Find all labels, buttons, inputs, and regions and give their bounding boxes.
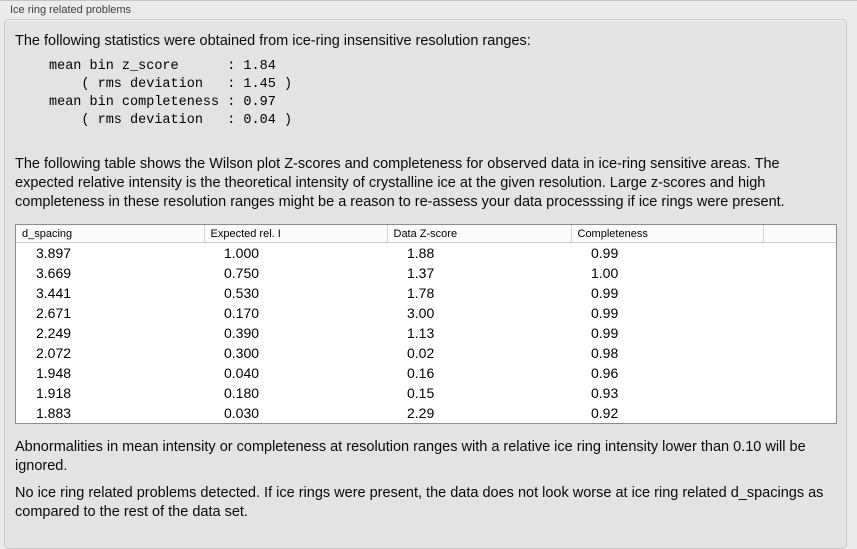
table-cell: 0.030 xyxy=(224,405,260,421)
table-cell: 1.918 xyxy=(36,385,72,401)
panel-title: Ice ring related problems xyxy=(10,4,132,16)
table-cell: 1.883 xyxy=(36,405,72,421)
table-cell: 2.249 xyxy=(36,325,72,341)
table-body: 3.897 1.000 1.88 0.99 3.669 0.750 1.37 1.00 3.44… xyxy=(16,243,836,424)
table-cell: 3.669 xyxy=(36,265,72,281)
column-header-completeness[interactable]: Completeness xyxy=(570,225,763,243)
table-cell: 0.390 xyxy=(224,325,260,341)
conclusion-text: No ice ring related problems detected. I… xyxy=(15,485,824,520)
column-header-empty xyxy=(762,225,836,243)
table-cell: 1.000 xyxy=(224,245,260,261)
table-cell-empty xyxy=(763,403,836,423)
table-cell-empty xyxy=(763,383,836,403)
table-cell: 2.072 xyxy=(36,345,72,361)
table-cell: 0.16 xyxy=(407,365,435,381)
table-cell: 0.99 xyxy=(591,245,619,261)
table-cell: 0.040 xyxy=(224,365,260,381)
table-cell-empty xyxy=(763,283,836,303)
ice-ring-table: d_spacing Expected rel. I Data Z-score C… xyxy=(15,224,837,424)
column-header-data-z-score[interactable]: Data Z-score xyxy=(386,225,571,243)
description-text: The following table shows the Wilson plo… xyxy=(15,156,785,210)
table-cell: 3.897 xyxy=(36,245,72,261)
table-cell: 1.88 xyxy=(407,245,435,261)
intro-text: The following statistics were obtained f… xyxy=(15,33,531,49)
table-cell: 1.00 xyxy=(591,265,619,281)
table-cell: 1.78 xyxy=(407,285,435,301)
table-cell: 2.29 xyxy=(407,405,435,421)
table-cell-empty xyxy=(763,363,836,383)
table-cell-empty xyxy=(763,323,836,343)
table-cell: 0.300 xyxy=(224,345,260,361)
table-cell: 1.37 xyxy=(407,265,435,281)
table-cell: 0.96 xyxy=(591,365,619,381)
table-cell: 0.170 xyxy=(224,305,260,321)
stats-block: mean bin z_score : 1.84 ( rms deviation … xyxy=(49,59,293,128)
table-cell: 0.99 xyxy=(591,325,619,341)
table-cell: 0.15 xyxy=(407,385,435,401)
table-cell: 0.180 xyxy=(224,385,260,401)
table-row[interactable]: 2.072 0.300 0.02 0.98 xyxy=(16,343,836,363)
table-row[interactable]: 3.897 1.000 1.88 0.99 xyxy=(16,243,836,264)
table-cell: 2.671 xyxy=(36,305,72,321)
table-cell: 0.750 xyxy=(224,265,260,281)
table-row[interactable]: 1.883 0.030 2.29 0.92 xyxy=(16,403,836,423)
table-cell: 0.92 xyxy=(591,405,619,421)
table-cell-empty xyxy=(763,263,836,283)
note-text: Abnormalities in mean intensity or compl… xyxy=(15,439,806,474)
table-cell: 3.00 xyxy=(407,305,435,321)
table-cell-empty xyxy=(763,243,836,264)
table-row[interactable]: 3.669 0.750 1.37 1.00 xyxy=(16,263,836,283)
table-cell: 1.13 xyxy=(407,325,435,341)
table-cell: 1.948 xyxy=(36,365,72,381)
table-row[interactable]: 1.948 0.040 0.16 0.96 xyxy=(16,363,836,383)
table-row[interactable]: 3.441 0.530 1.78 0.99 xyxy=(16,283,836,303)
column-header-expected-rel-i[interactable]: Expected rel. I xyxy=(203,225,387,243)
table-cell: 0.93 xyxy=(591,385,619,401)
table-row[interactable]: 2.249 0.390 1.13 0.99 xyxy=(16,323,836,343)
column-header-d-spacing[interactable]: d_spacing xyxy=(16,225,204,243)
table-row[interactable]: 1.918 0.180 0.15 0.93 xyxy=(16,383,836,403)
table-header-row: d_spacing Expected rel. I Data Z-score C… xyxy=(16,225,836,243)
table-cell: 0.98 xyxy=(591,345,619,361)
table-cell: 0.530 xyxy=(224,285,260,301)
table-cell: 0.99 xyxy=(591,305,619,321)
table-cell: 3.441 xyxy=(36,285,72,301)
table-cell-empty xyxy=(763,343,836,363)
ice-ring-group-box: The following statistics were obtained f… xyxy=(4,19,847,549)
table-cell: 0.99 xyxy=(591,285,619,301)
table-cell-empty xyxy=(763,303,836,323)
table-cell: 0.02 xyxy=(407,345,435,361)
table-row[interactable]: 2.671 0.170 3.00 0.99 xyxy=(16,303,836,323)
